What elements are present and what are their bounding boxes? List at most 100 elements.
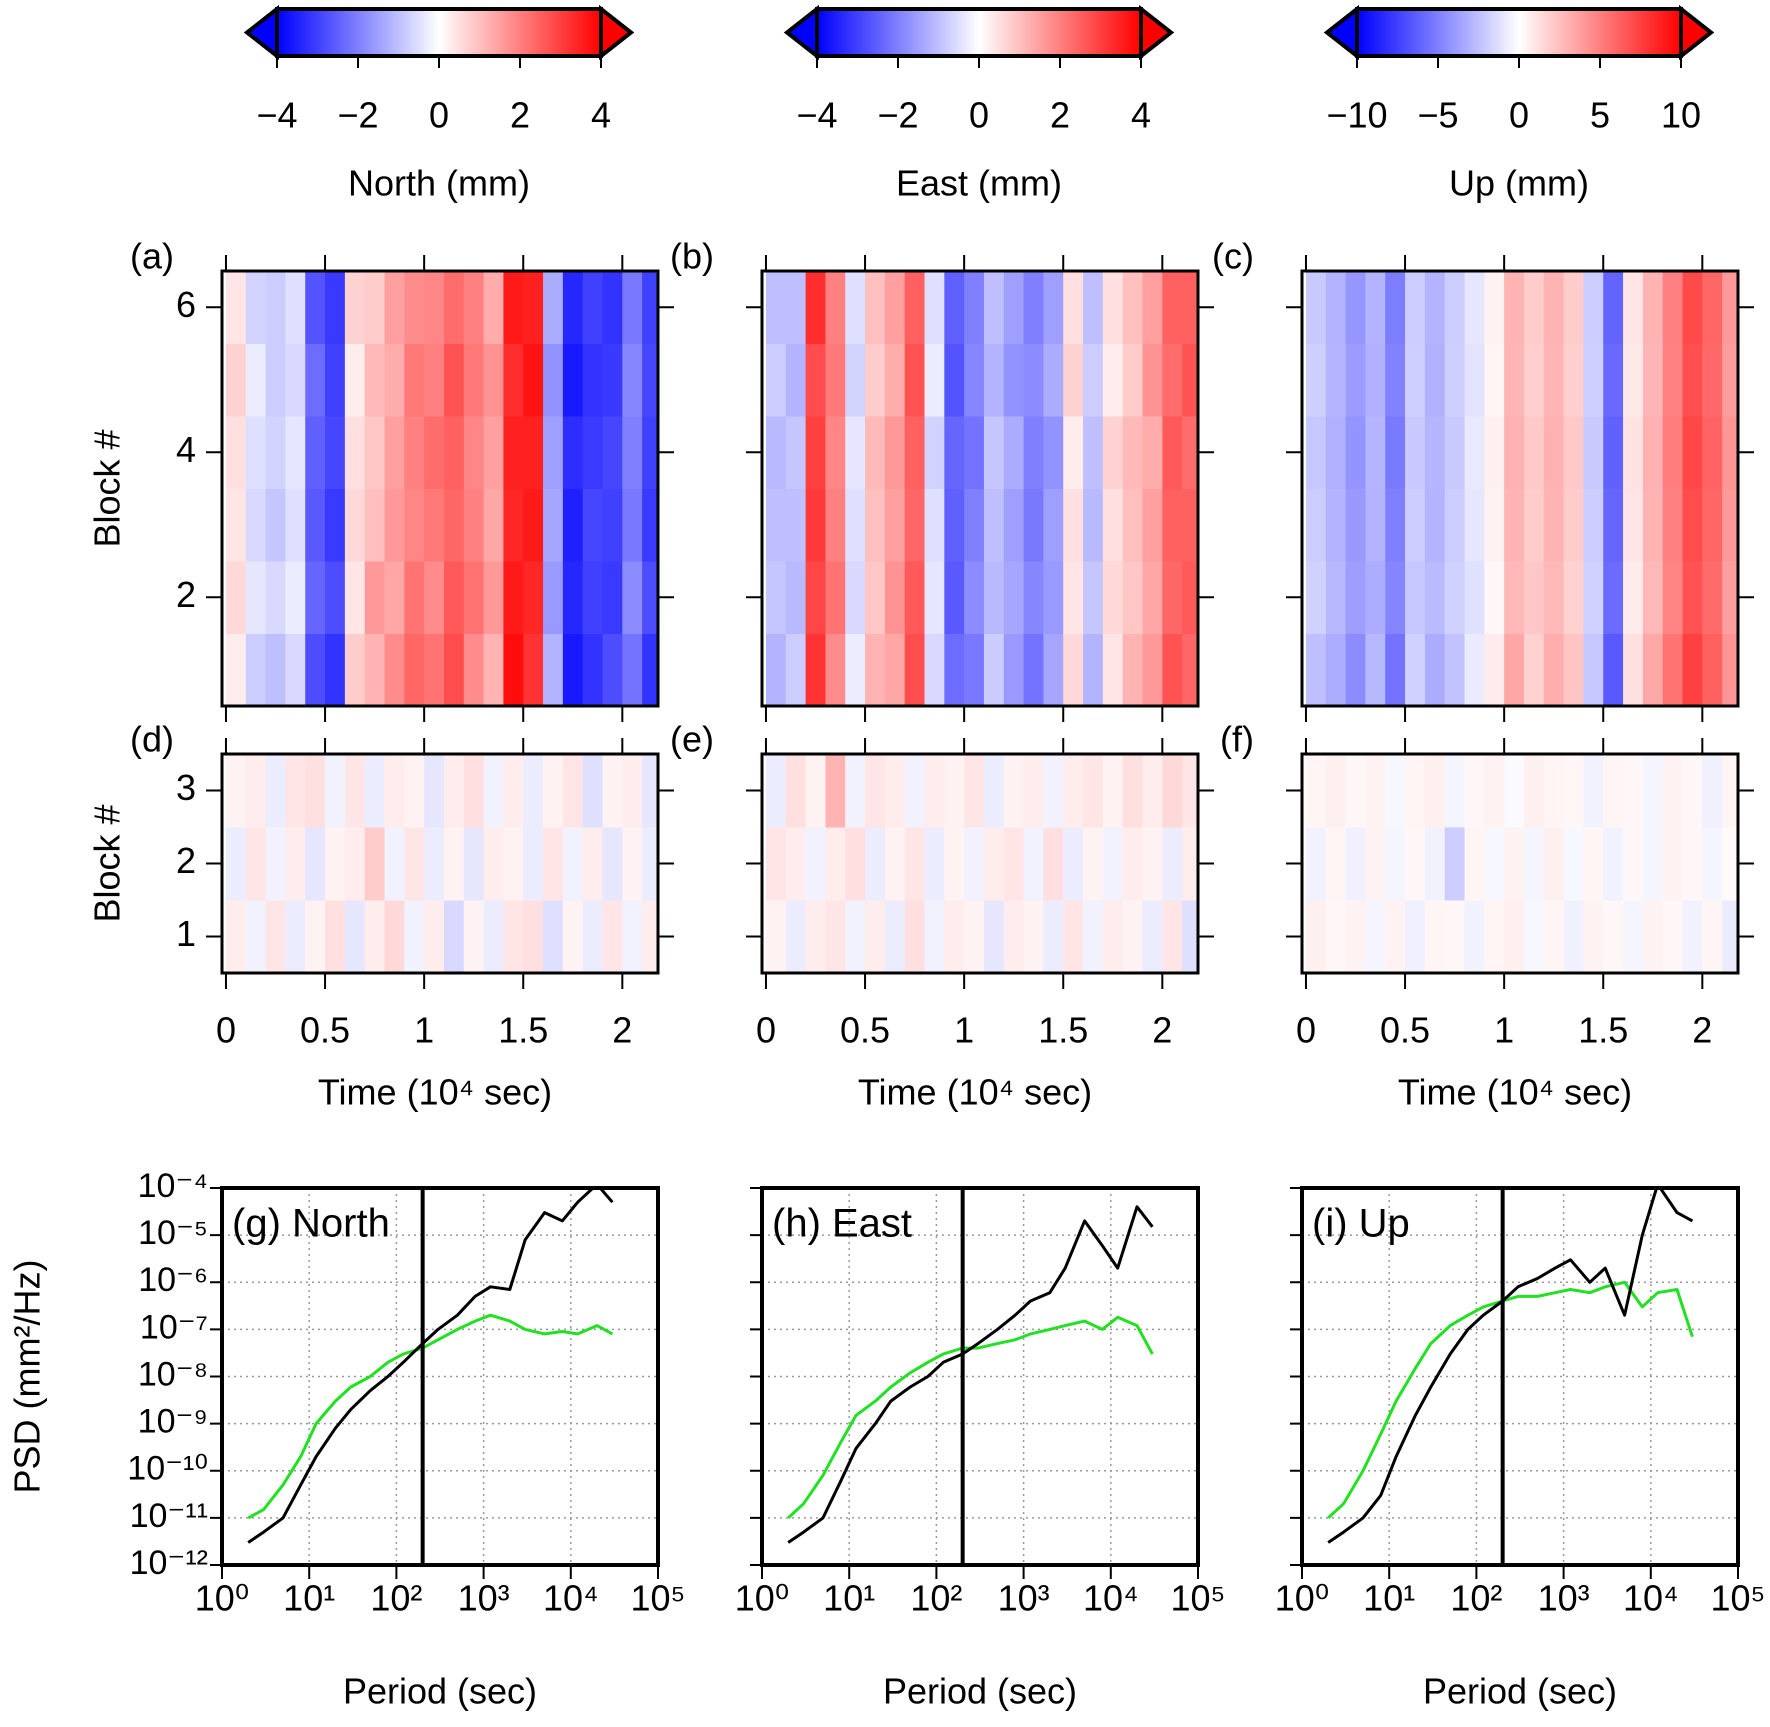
colorbar-extend-low: [243, 4, 279, 61]
heatmap-cell: [1142, 561, 1163, 634]
heatmap-cell: [904, 343, 926, 417]
heatmap-cell: [1504, 900, 1525, 973]
heatmap-cell: [765, 827, 787, 901]
heatmap-cell: [1642, 827, 1664, 901]
heatmap-cell: [1662, 416, 1684, 489]
heatmap-cell: [1325, 416, 1347, 489]
colorbar: [815, 7, 1143, 58]
heatmap-cell: [983, 343, 1005, 417]
heatmap-cell: [622, 633, 643, 706]
plot-frame: [220, 1186, 660, 1567]
heatmap-cell: [1702, 827, 1723, 901]
heatmap-cell: [305, 827, 326, 901]
heatmap-cell: [1662, 488, 1684, 562]
heatmap-cell: [1424, 416, 1446, 489]
heatmap-cell: [1623, 900, 1644, 973]
heatmap-cell: [1563, 343, 1584, 417]
heatmap-cell: [305, 633, 326, 706]
heatmap-cell: [865, 416, 886, 489]
heatmap-cell: [245, 416, 267, 489]
heatmap-cell: [285, 271, 306, 344]
heatmap-cell: [463, 416, 485, 489]
heatmap-cell: [904, 754, 926, 828]
heatmap-cell: [364, 488, 386, 562]
heatmap-cell: [265, 754, 286, 828]
plot-frame: [1300, 269, 1740, 708]
heatmap-cell: [1063, 488, 1084, 562]
heatmap-cell: [1523, 416, 1545, 489]
heatmap-cell: [325, 900, 346, 973]
y-tick-label: 1: [176, 913, 196, 954]
heatmap-cell: [1623, 827, 1644, 901]
heatmap-cell: [562, 754, 584, 828]
heatmap-cell: [1043, 561, 1064, 634]
heatmap-cell: [1182, 754, 1198, 828]
heatmap-cell: [1682, 754, 1703, 828]
heatmap-cell: [562, 416, 584, 489]
heatmap-cell: [1003, 488, 1025, 562]
heatmap-cell: [884, 754, 906, 828]
colorbar: [275, 7, 603, 58]
x-tick-label: 10⁵: [1171, 1578, 1226, 1619]
heatmap-cell: [944, 754, 965, 828]
colorbar-extend-low: [783, 4, 819, 61]
heatmap-cell: [1583, 271, 1604, 344]
x-axis-label: Time (10⁴ sec): [858, 1072, 1092, 1113]
heatmap-cell: [1003, 271, 1025, 344]
plot-frame: [1300, 1186, 1740, 1567]
heatmap-cell: [825, 488, 846, 562]
x-axis-label: Period (sec): [1423, 1671, 1617, 1712]
x-tick-label: 2: [612, 1010, 632, 1051]
heatmap-cell: [1043, 271, 1064, 344]
heatmap-cell: [1162, 343, 1183, 417]
heatmap-cell: [845, 416, 866, 489]
heatmap-cell: [642, 900, 658, 973]
heatmap-cell: [1385, 561, 1406, 634]
heatmap-cell: [1523, 900, 1545, 973]
heatmap-cell: [384, 754, 405, 828]
heatmap-cell: [1484, 900, 1505, 973]
heatmap-cell: [904, 900, 926, 973]
heatmap-cell: [865, 754, 886, 828]
heatmap-cell: [924, 754, 945, 828]
heatmap-cell: [865, 343, 886, 417]
heatmap-cell: [404, 754, 425, 828]
colorbar-extend-high: [1139, 4, 1175, 61]
y-axis-label: Block #: [87, 429, 128, 547]
x-tick-label: 1: [954, 1010, 974, 1051]
heatmap-cell: [384, 488, 405, 562]
colorbar-label: East (mm): [896, 163, 1062, 204]
heatmap-cell: [1043, 900, 1064, 973]
heatmap-cell: [805, 343, 826, 417]
heatmap-cell: [285, 561, 306, 634]
heatmap-cell: [845, 900, 866, 973]
heatmap-cell: [463, 343, 485, 417]
heatmap-cell: [1642, 633, 1664, 706]
heatmap-cell: [1603, 827, 1624, 901]
heatmap-cell: [1325, 488, 1347, 562]
heatmap-cell: [1345, 416, 1366, 489]
heatmap-cell: [1142, 343, 1163, 417]
colorbar-tick-label: −2: [337, 95, 378, 136]
heatmap-cell: [523, 827, 544, 901]
heatmap-cell: [225, 271, 247, 344]
heatmap-cell: [523, 416, 544, 489]
heatmap-cell: [944, 343, 965, 417]
heatmap-cell: [602, 754, 623, 828]
heatmap-cell: [1083, 343, 1104, 417]
heatmap-cell: [1722, 827, 1738, 901]
heatmap-cell: [1043, 343, 1064, 417]
heatmap-cell: [1563, 488, 1584, 562]
x-tick-label: 10²: [1450, 1578, 1502, 1619]
x-tick-label: 2: [1692, 1010, 1712, 1051]
heatmap-cell: [245, 633, 267, 706]
heatmap-cell: [1523, 561, 1545, 634]
heatmap-cell: [622, 900, 643, 973]
heatmap-cell: [1702, 633, 1723, 706]
heatmap-cell: [904, 633, 926, 706]
heatmap-cell: [1484, 416, 1505, 489]
heatmap-cell: [805, 561, 826, 634]
heatmap-cell: [265, 900, 286, 973]
heatmap-cell: [344, 343, 366, 417]
x-tick-label: 1.5: [1038, 1010, 1088, 1051]
